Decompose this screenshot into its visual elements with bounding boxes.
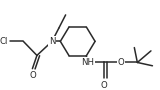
Text: O: O xyxy=(117,58,124,67)
Text: N: N xyxy=(49,37,55,46)
Text: O: O xyxy=(101,81,108,90)
Text: Cl: Cl xyxy=(0,37,8,46)
Text: NH: NH xyxy=(81,58,94,67)
Text: O: O xyxy=(29,71,36,80)
